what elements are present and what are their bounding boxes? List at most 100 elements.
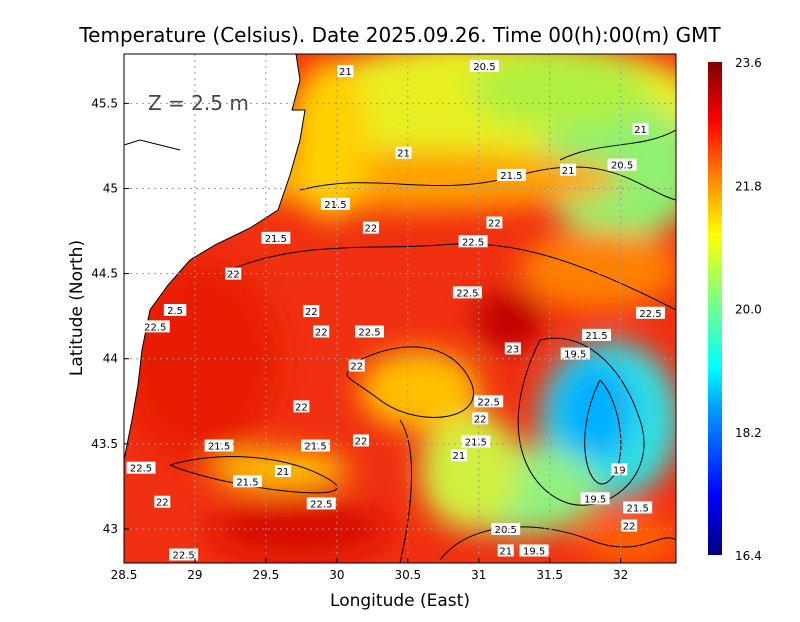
- y-tick-label: 44: [103, 352, 118, 366]
- contour-label-bg: [582, 328, 612, 341]
- contour-label-bg: [301, 439, 331, 452]
- x-axis: 28.5 29 29.5 30 30.5 31 31.5 32: [111, 558, 628, 582]
- contour-label-bg: [320, 197, 350, 210]
- contour-label: 21.5: [208, 442, 230, 453]
- contour-label: 22: [365, 224, 378, 235]
- contour-label: 20.5: [495, 525, 517, 536]
- contour-label: 22.5: [144, 322, 166, 333]
- contour-label-bg: [519, 544, 549, 557]
- contour-label: 22.5: [130, 464, 152, 475]
- x-tick-label: 31: [471, 568, 486, 582]
- contour-label: 22: [315, 327, 328, 338]
- contour-label: 21.5: [304, 442, 326, 453]
- contour-label-bg: [126, 461, 156, 474]
- contour-label: 21: [562, 166, 575, 177]
- contour-label: 22.5: [172, 550, 194, 561]
- contour-label-bg: [496, 168, 526, 181]
- x-tick-label: 32: [613, 568, 628, 582]
- colorbar: [708, 62, 722, 555]
- contour-label: 22: [488, 219, 501, 230]
- contour-label: 20.5: [611, 161, 633, 172]
- colorbar-label: 18.2: [735, 426, 762, 440]
- y-tick-label: 45.5: [91, 96, 118, 110]
- contour-label-bg: [274, 465, 291, 478]
- x-axis-label: Longitude (East): [330, 591, 470, 611]
- contour-label: 19.5: [564, 350, 586, 361]
- contour-label: 19.5: [523, 546, 545, 557]
- contour-label: 21: [499, 546, 512, 557]
- x-tick-label: 30.5: [394, 568, 421, 582]
- x-tick-label: 31.5: [536, 568, 563, 582]
- contour-label-bg: [261, 231, 291, 244]
- contour-label: 21: [277, 467, 290, 478]
- contour-label-bg: [560, 163, 577, 176]
- contour-label-bg: [607, 158, 637, 171]
- contour-label-bg: [635, 306, 665, 319]
- contour-label: 21.5: [236, 477, 258, 488]
- contour-label-bg: [632, 122, 649, 135]
- contour-label: 19.5: [584, 494, 606, 505]
- contour-label-bg: [306, 497, 336, 510]
- x-tick-label: 29.5: [253, 568, 280, 582]
- colorbar-label: 16.4: [735, 549, 762, 563]
- contour-label: 21.5: [324, 200, 346, 211]
- contour-label-bg: [337, 65, 354, 78]
- contour-label-bg: [232, 475, 262, 488]
- contour-label-bg: [461, 435, 491, 448]
- contour-label: 21: [339, 67, 352, 78]
- y-tick-label: 43: [103, 522, 118, 536]
- contour-label: 22: [474, 414, 487, 425]
- contour-label-bg: [623, 501, 653, 514]
- contour-label-bg: [472, 412, 489, 425]
- contour-label-bg: [204, 439, 234, 452]
- x-tick-label: 29: [187, 568, 202, 582]
- contour-label: 21: [634, 125, 647, 136]
- contour-label-bg: [362, 221, 379, 234]
- y-axis: 43 43.5 44 44.5 45 45.5: [91, 96, 129, 536]
- contour-label-bg: [163, 303, 187, 316]
- contour-label-bg: [354, 325, 384, 338]
- contour-label-bg: [504, 342, 521, 355]
- contour-label: 22.5: [358, 327, 380, 338]
- contour-label: 22.5: [639, 309, 661, 320]
- contour-label-bg: [474, 395, 504, 408]
- colorbar-labels: 23.6 21.8 20.0 18.2 16.4: [735, 56, 762, 563]
- contour-label: 21: [397, 149, 410, 160]
- contour-label: 22: [156, 498, 169, 509]
- contour-label: 21.5: [265, 234, 287, 245]
- contour-label-bg: [458, 235, 488, 248]
- contour-label-bg: [560, 347, 590, 360]
- contour-label: 22: [350, 362, 363, 373]
- colorbar-label: 20.0: [735, 303, 762, 317]
- contour-label-bg: [580, 492, 610, 505]
- contour-label: 2.5: [167, 306, 183, 317]
- contour-label-bg: [169, 548, 199, 561]
- chart-title: Temperature (Celsius). Date 2025.09.26. …: [78, 23, 721, 47]
- contour-label-bg: [154, 495, 171, 508]
- contour-label-bg: [611, 463, 628, 476]
- contour-label-bg: [293, 400, 310, 413]
- contour-label: 21.5: [585, 331, 607, 342]
- grid: [124, 54, 676, 563]
- contour-label-bg: [303, 305, 320, 318]
- x-tick-label: 28.5: [111, 568, 138, 582]
- contour-label: 20.5: [473, 62, 495, 73]
- contour-label: 22.5: [462, 237, 484, 248]
- contour-label-bg: [395, 146, 412, 159]
- contour-label-bg: [313, 325, 330, 338]
- plot-frame: [123, 53, 677, 564]
- contour-label: 22: [295, 402, 308, 413]
- y-tick-label: 45: [103, 181, 118, 195]
- land-mask: [124, 54, 306, 461]
- contour-label-bg: [450, 449, 467, 462]
- contour-label-bg: [621, 519, 638, 532]
- contour-label: 21.5: [465, 438, 487, 449]
- contour-label: 22: [227, 270, 240, 281]
- contour-label: 22: [355, 436, 368, 447]
- contour-label: 19: [613, 465, 626, 476]
- contour-label-bg: [497, 544, 514, 557]
- contour-label-bg: [486, 216, 503, 229]
